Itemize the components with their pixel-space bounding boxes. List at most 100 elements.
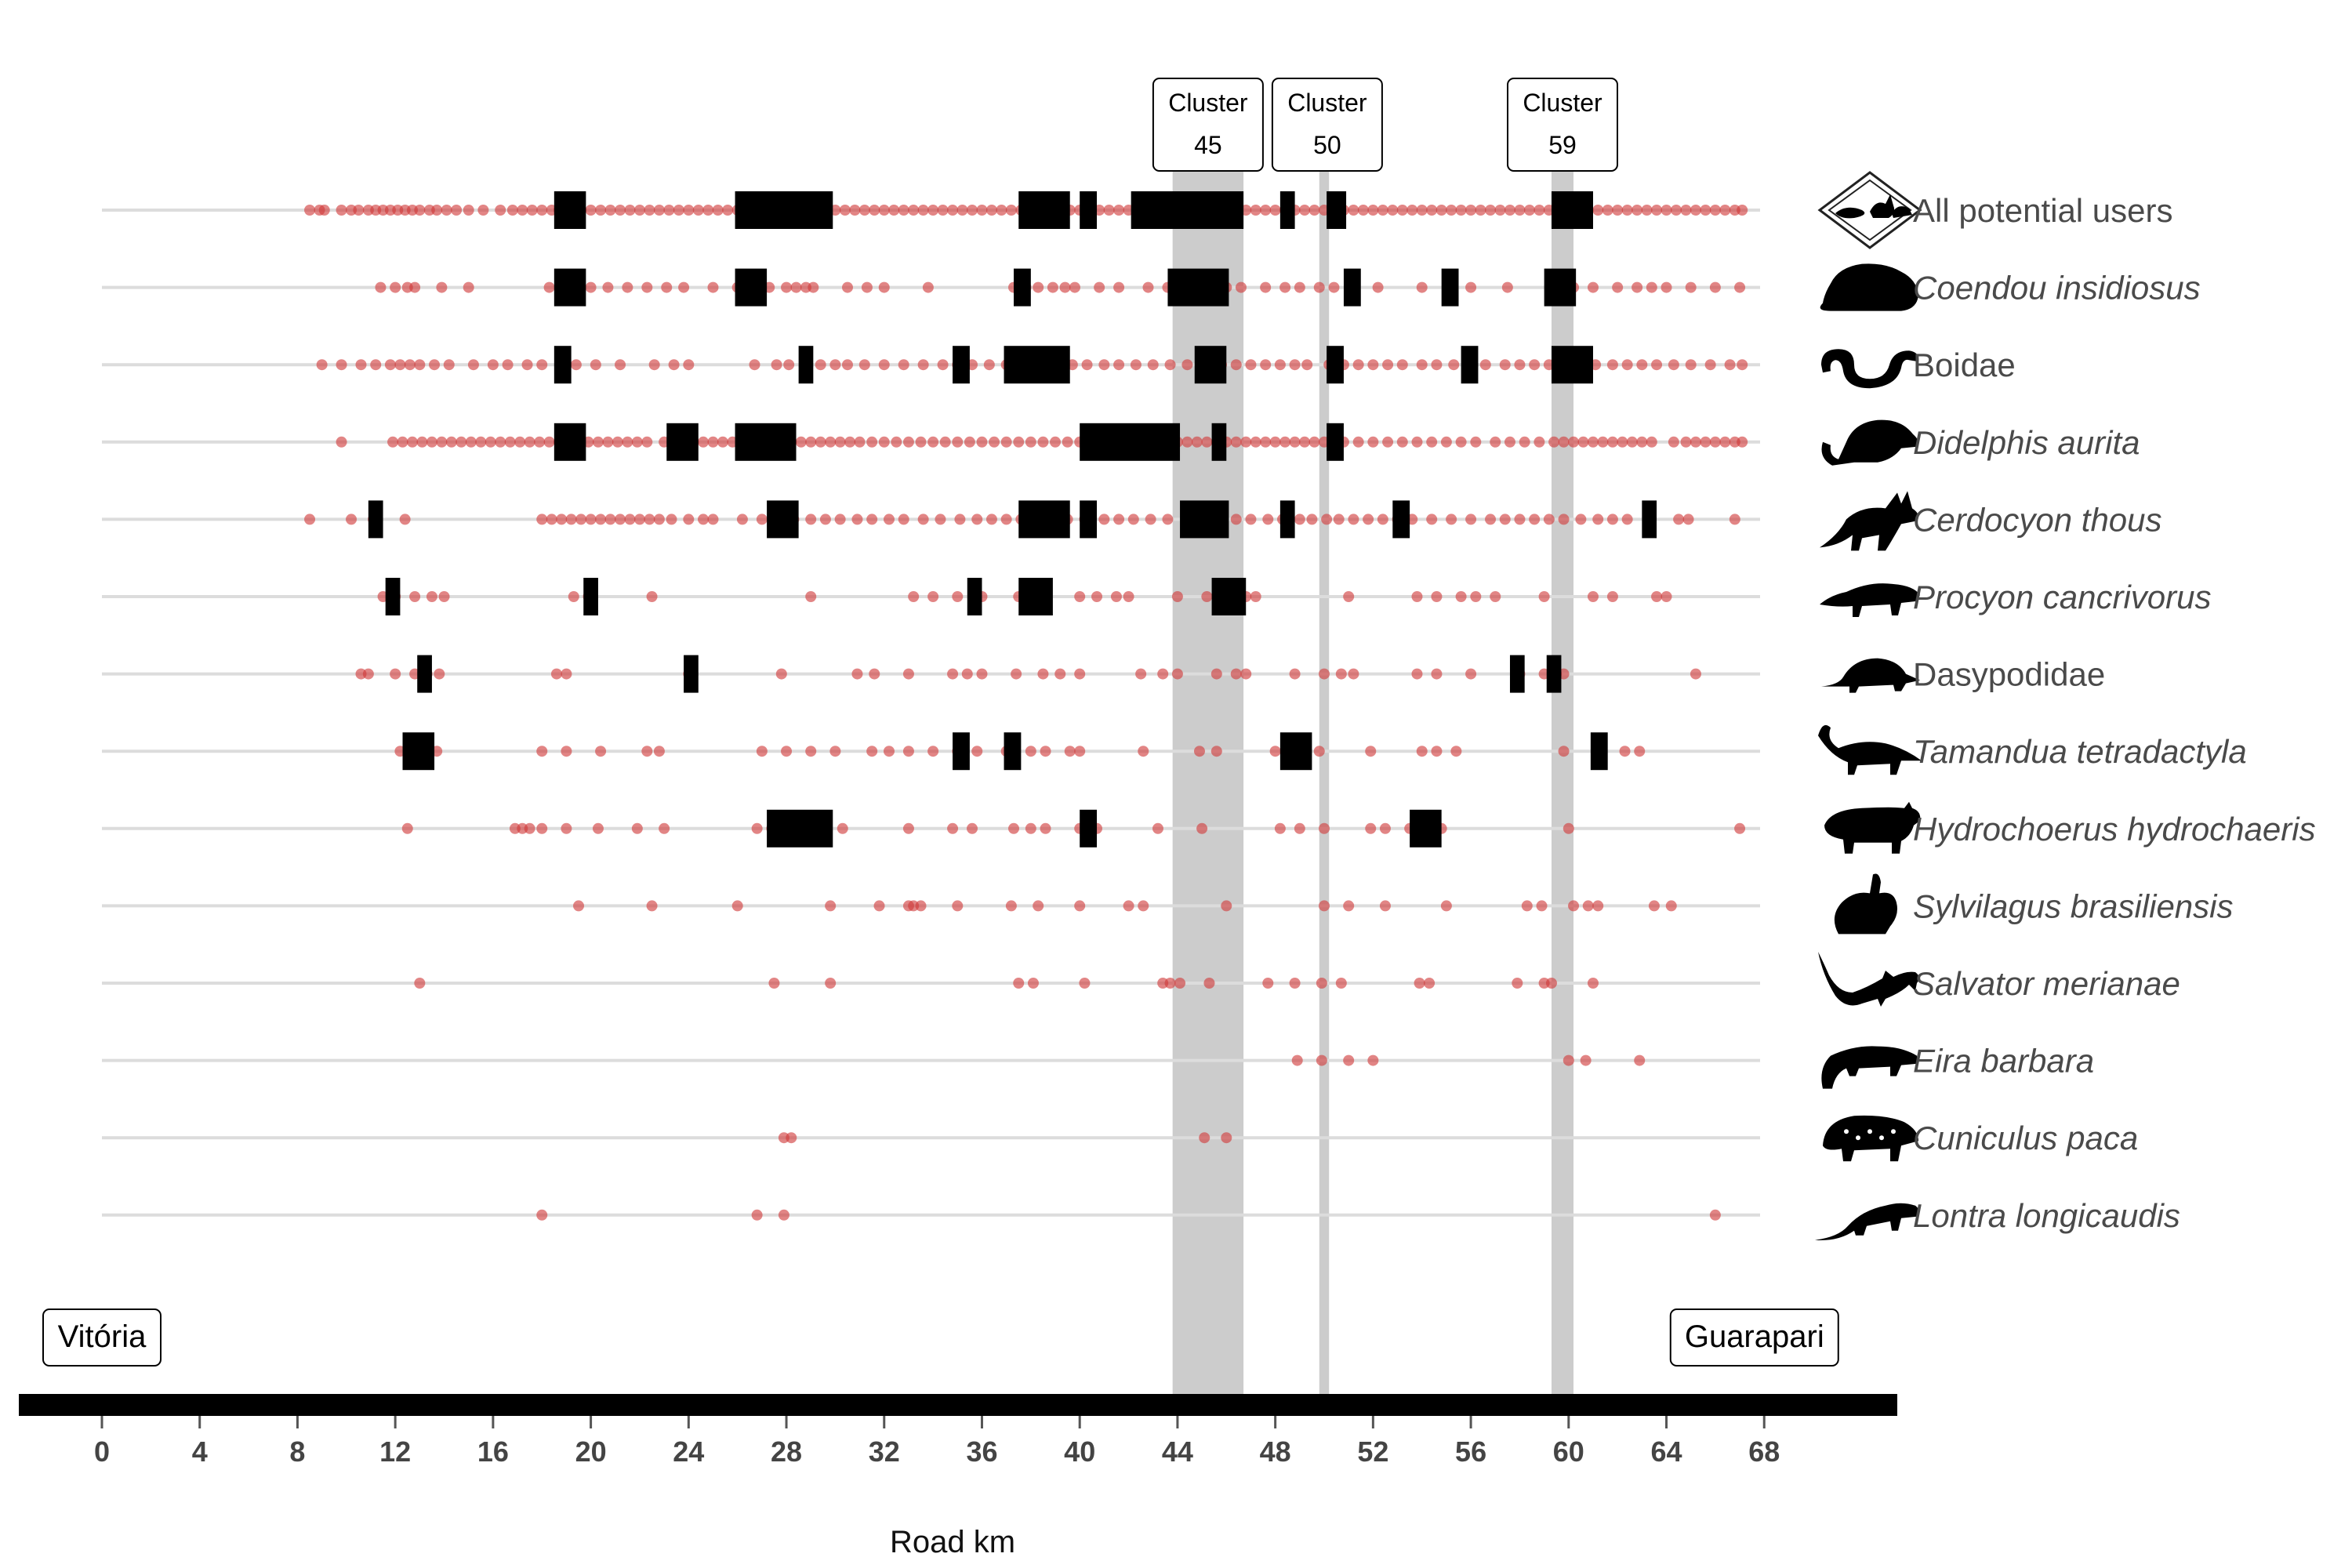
data-point bbox=[536, 1209, 548, 1221]
data-point bbox=[1724, 359, 1736, 371]
data-point bbox=[390, 281, 401, 293]
data-point bbox=[1113, 281, 1125, 293]
hotspot-segment bbox=[402, 732, 435, 771]
data-point bbox=[1289, 359, 1301, 371]
data-point bbox=[1514, 514, 1526, 525]
data-point bbox=[414, 205, 426, 216]
hotspot-segment bbox=[1018, 500, 1070, 539]
data-point bbox=[1543, 514, 1555, 525]
data-point bbox=[707, 281, 719, 293]
data-point bbox=[1580, 1054, 1592, 1066]
species-label: Hydrochoerus hydrochaeris bbox=[1913, 811, 2316, 848]
data-point bbox=[434, 668, 445, 680]
data-point bbox=[1005, 900, 1017, 912]
data-point bbox=[653, 514, 665, 525]
data-point bbox=[898, 359, 909, 371]
cluster-labels: Cluster 45 Cluster 50 Cluster 59 bbox=[1152, 78, 1619, 172]
data-point bbox=[1352, 359, 1364, 371]
data-point bbox=[1521, 900, 1533, 912]
data-point bbox=[1621, 205, 1633, 216]
data-point bbox=[834, 436, 846, 448]
data-point bbox=[355, 359, 367, 371]
data-point bbox=[1606, 514, 1618, 525]
data-point bbox=[1138, 746, 1149, 757]
data-point bbox=[939, 436, 951, 448]
data-point bbox=[406, 436, 418, 448]
data-point bbox=[1501, 281, 1513, 293]
data-point bbox=[1000, 436, 1012, 448]
data-point bbox=[1230, 514, 1242, 525]
data-point bbox=[712, 205, 724, 216]
data-point bbox=[526, 205, 538, 216]
hotspot-segment bbox=[1279, 191, 1295, 229]
data-point bbox=[1196, 822, 1208, 834]
data-point bbox=[1734, 281, 1746, 293]
hotspot-segment bbox=[1131, 191, 1244, 229]
data-point bbox=[1670, 205, 1682, 216]
tick-label: 40 bbox=[1064, 1436, 1095, 1468]
data-point bbox=[829, 746, 841, 757]
data-point bbox=[985, 514, 997, 525]
data-point bbox=[1000, 514, 1012, 525]
data-point bbox=[1313, 746, 1325, 757]
tick-label: 68 bbox=[1748, 1436, 1780, 1468]
data-point bbox=[1240, 668, 1252, 680]
data-point bbox=[964, 436, 975, 448]
cluster-label-box bbox=[1271, 78, 1383, 172]
hotspot-segment bbox=[1544, 268, 1577, 307]
cluster-number: 45 bbox=[1194, 131, 1222, 159]
data-point bbox=[808, 281, 819, 293]
data-point bbox=[1558, 746, 1570, 757]
data-point bbox=[1157, 668, 1169, 680]
data-point bbox=[1431, 668, 1443, 680]
hotspot-segment bbox=[385, 578, 401, 615]
data-point bbox=[409, 591, 421, 602]
anteater-icon bbox=[1818, 724, 1922, 775]
data-point bbox=[1181, 436, 1193, 448]
data-point bbox=[485, 436, 496, 448]
data-point bbox=[1094, 281, 1105, 293]
data-point bbox=[1538, 591, 1550, 602]
data-point bbox=[1465, 514, 1477, 525]
hotspot-segment bbox=[1080, 500, 1098, 539]
hotspot-segment bbox=[1080, 809, 1098, 848]
data-point bbox=[1455, 436, 1467, 448]
data-point bbox=[976, 205, 988, 216]
data-point bbox=[1210, 668, 1222, 680]
data-point bbox=[678, 281, 690, 293]
species-label: Procyon cancrivorus bbox=[1913, 579, 2211, 615]
data-point bbox=[666, 514, 677, 525]
data-point bbox=[1123, 900, 1134, 912]
data-point bbox=[1289, 668, 1301, 680]
axis-bar bbox=[19, 1394, 1897, 1416]
data-point bbox=[1587, 281, 1599, 293]
data-point bbox=[1431, 591, 1443, 602]
data-point bbox=[1110, 591, 1122, 602]
series-row: Tamandua tetradactyla bbox=[102, 724, 2247, 775]
data-point bbox=[1299, 436, 1311, 448]
data-point bbox=[1475, 205, 1486, 216]
data-point bbox=[1485, 514, 1497, 525]
data-point bbox=[463, 281, 474, 293]
data-point bbox=[429, 359, 441, 371]
data-point bbox=[1612, 205, 1624, 216]
data-point bbox=[1262, 978, 1274, 989]
data-point bbox=[1235, 281, 1247, 293]
data-point bbox=[585, 514, 597, 525]
data-point bbox=[622, 436, 633, 448]
data-point bbox=[866, 746, 878, 757]
data-point bbox=[1411, 591, 1423, 602]
data-point bbox=[316, 359, 328, 371]
data-point bbox=[952, 591, 964, 602]
data-point bbox=[370, 359, 382, 371]
hotspot-segment bbox=[1180, 500, 1229, 539]
data-point bbox=[401, 822, 413, 834]
data-point bbox=[1040, 746, 1051, 757]
data-point bbox=[1499, 359, 1511, 371]
data-point bbox=[1113, 514, 1125, 525]
data-point bbox=[336, 359, 347, 371]
data-point bbox=[1661, 281, 1672, 293]
data-point bbox=[888, 205, 900, 216]
data-point bbox=[1719, 436, 1731, 448]
data-point bbox=[952, 900, 964, 912]
